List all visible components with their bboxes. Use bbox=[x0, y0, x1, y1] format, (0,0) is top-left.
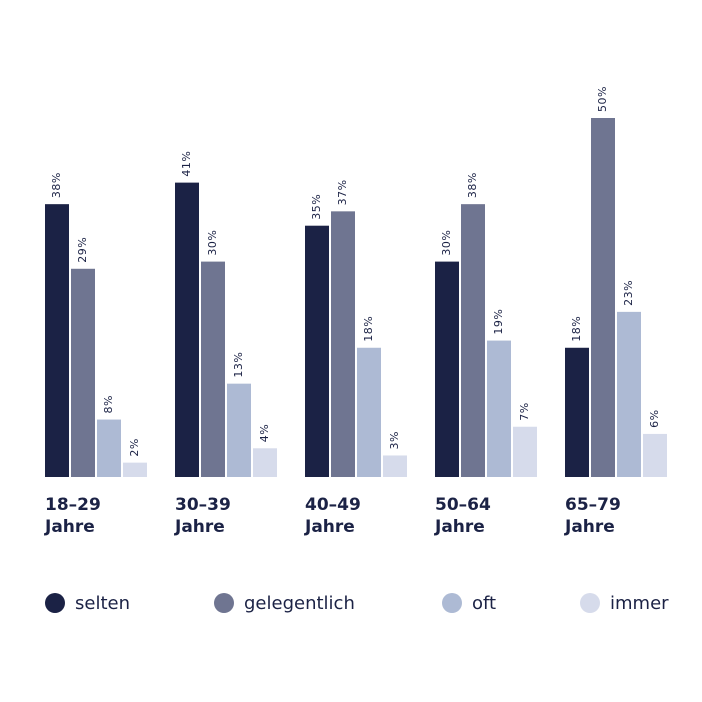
category-sublabel-2: Jahre bbox=[304, 517, 355, 537]
legend-label-oft: oft bbox=[472, 592, 497, 614]
legend-label-gelegentlich: gelegentlich bbox=[244, 592, 355, 614]
category-sublabel-4: Jahre bbox=[564, 517, 615, 537]
bar-oft-0 bbox=[97, 419, 121, 477]
bar-oft-3 bbox=[487, 340, 511, 477]
data-label-oft-1: 13% bbox=[232, 352, 245, 378]
bar-immer-1 bbox=[253, 448, 277, 477]
bar-selten-1 bbox=[175, 182, 199, 477]
legend-item-gelegentlich: gelegentlich bbox=[214, 588, 355, 618]
category-sublabel-3: Jahre bbox=[434, 517, 485, 537]
category-label-2: 40–49 bbox=[305, 495, 361, 515]
bar-gelegentlich-2 bbox=[331, 211, 355, 477]
grouped-bar-chart: 38%29%8%2%18–29Jahre41%30%13%4%30–39Jahr… bbox=[44, 86, 667, 537]
legend: selten gelegentlich oft immer bbox=[0, 588, 702, 618]
legend-label-immer: immer bbox=[610, 592, 669, 614]
legend-label-selten: selten bbox=[75, 592, 130, 614]
legend-item-immer: immer bbox=[580, 588, 669, 618]
legend-item-oft: oft bbox=[442, 588, 496, 618]
bar-gelegentlich-0 bbox=[71, 268, 95, 477]
data-label-gelegentlich-1: 30% bbox=[206, 230, 219, 256]
bar-selten-3 bbox=[435, 261, 459, 477]
data-label-oft-2: 18% bbox=[362, 316, 375, 342]
bar-gelegentlich-1 bbox=[201, 261, 225, 477]
bar-gelegentlich-4 bbox=[591, 118, 615, 477]
data-label-immer-0: 2% bbox=[128, 438, 141, 456]
data-label-selten-2: 35% bbox=[310, 194, 323, 220]
bar-gelegentlich-3 bbox=[461, 204, 485, 477]
data-label-immer-4: 6% bbox=[648, 409, 661, 427]
bar-immer-0 bbox=[123, 462, 147, 477]
data-label-selten-0: 38% bbox=[50, 172, 63, 198]
category-label-3: 50–64 bbox=[435, 495, 491, 515]
data-label-immer-3: 7% bbox=[518, 402, 531, 420]
data-label-selten-1: 41% bbox=[180, 151, 193, 177]
bar-oft-1 bbox=[227, 383, 251, 477]
data-label-immer-1: 4% bbox=[258, 424, 271, 442]
bar-selten-0 bbox=[45, 204, 69, 477]
data-label-immer-2: 3% bbox=[388, 431, 401, 449]
bar-immer-3 bbox=[513, 426, 537, 477]
legend-item-selten: selten bbox=[45, 588, 130, 618]
bar-immer-4 bbox=[643, 433, 667, 477]
category-sublabel-0: Jahre bbox=[44, 517, 95, 537]
category-label-0: 18–29 bbox=[45, 495, 101, 515]
category-label-4: 65–79 bbox=[565, 495, 621, 515]
bar-selten-4 bbox=[565, 347, 589, 477]
bar-oft-4 bbox=[617, 311, 641, 477]
data-label-oft-4: 23% bbox=[622, 280, 635, 306]
legend-swatch-oft bbox=[442, 593, 462, 613]
data-label-gelegentlich-4: 50% bbox=[596, 86, 609, 112]
data-label-oft-3: 19% bbox=[492, 309, 505, 335]
legend-swatch-immer bbox=[580, 593, 600, 613]
data-label-gelegentlich-3: 38% bbox=[466, 172, 479, 198]
data-label-selten-4: 18% bbox=[570, 316, 583, 342]
data-label-selten-3: 30% bbox=[440, 230, 453, 256]
legend-swatch-gelegentlich bbox=[214, 593, 234, 613]
bar-selten-2 bbox=[305, 225, 329, 477]
bar-immer-2 bbox=[383, 455, 407, 477]
category-label-1: 30–39 bbox=[175, 495, 231, 515]
data-label-gelegentlich-2: 37% bbox=[336, 179, 349, 205]
data-label-oft-0: 8% bbox=[102, 395, 115, 413]
data-label-gelegentlich-0: 29% bbox=[76, 237, 89, 263]
legend-swatch-selten bbox=[45, 593, 65, 613]
bar-oft-2 bbox=[357, 347, 381, 477]
category-sublabel-1: Jahre bbox=[174, 517, 225, 537]
